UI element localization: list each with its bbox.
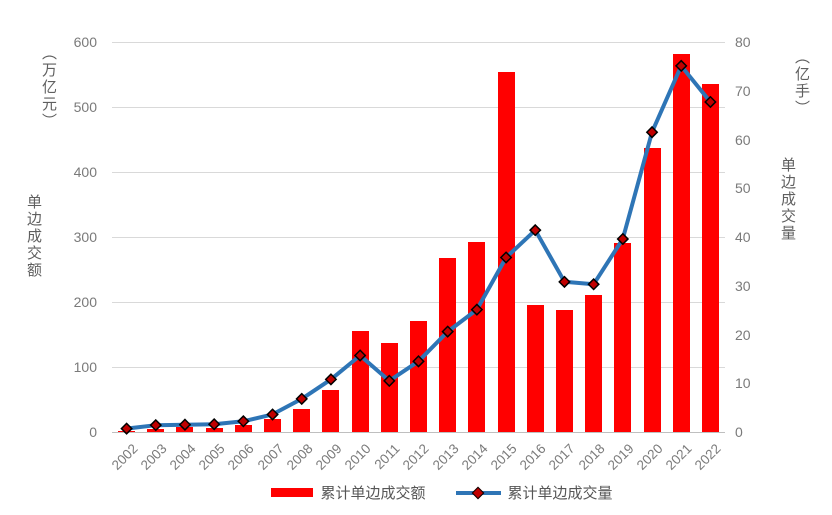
legend: 累计单边成交额 累计单边成交量 xyxy=(26,482,832,503)
volume-line-series xyxy=(120,59,717,435)
gridline xyxy=(112,236,725,238)
legend-item-volume: 累计单边成交量 xyxy=(455,482,613,503)
x-label-text: 2013 xyxy=(429,441,462,473)
x-label-text: 2012 xyxy=(400,441,433,473)
x-label-text: 2021 xyxy=(662,441,695,473)
gridline xyxy=(112,106,725,108)
bar-2007 xyxy=(264,418,282,432)
left-tick-600: 600 xyxy=(73,34,97,50)
volume-line xyxy=(124,63,713,431)
x-label-text: 2009 xyxy=(312,441,345,473)
legend-turnover-label: 累计单边成交额 xyxy=(320,485,426,502)
x-label-text: 2017 xyxy=(546,441,579,473)
left-tick-100: 100 xyxy=(73,359,97,375)
marker-2018 xyxy=(587,278,600,291)
right-tick-80: 80 xyxy=(735,34,751,50)
marker-2010 xyxy=(353,349,367,362)
marker-2015 xyxy=(499,251,513,264)
diamond-marker-icon xyxy=(471,486,485,499)
legend-volume-label: 累计单边成交量 xyxy=(507,485,613,502)
bar-2016 xyxy=(526,304,544,432)
marker-2004 xyxy=(178,418,192,431)
left-tick-300: 300 xyxy=(73,229,97,245)
x-label-text: 2008 xyxy=(283,441,316,473)
bar-2008 xyxy=(293,408,311,432)
left-tick-400: 400 xyxy=(73,164,97,180)
marker-2022 xyxy=(704,95,717,109)
marker-2021 xyxy=(674,59,688,73)
bar-2020 xyxy=(643,147,661,432)
x-label-text: 2011 xyxy=(371,441,403,473)
right-axis-unit: （亿手） xyxy=(793,49,810,117)
x-label-text: 2016 xyxy=(517,441,549,473)
marker-2012 xyxy=(412,355,425,368)
bar-2013 xyxy=(439,258,457,432)
x-label-text: 2010 xyxy=(341,441,374,473)
left-tick-500: 500 xyxy=(73,99,97,115)
left-axis-unit: （万亿元） xyxy=(40,45,57,130)
marker-2016 xyxy=(529,223,542,237)
left-tick-200: 200 xyxy=(73,294,97,310)
right-tick-30: 30 xyxy=(735,277,751,294)
marker-2002 xyxy=(120,422,133,435)
bar-swatch-icon xyxy=(271,488,314,497)
right-tick-50: 50 xyxy=(735,180,751,197)
x-label-text: 2022 xyxy=(692,441,724,473)
bar-2011 xyxy=(380,342,398,432)
right-tick-40: 40 xyxy=(735,229,751,245)
x-label-text: 2004 xyxy=(166,441,199,473)
x-label-text: 2020 xyxy=(633,441,666,473)
line-diamond-swatch-icon xyxy=(455,486,501,499)
x-label-text: 2015 xyxy=(487,441,520,473)
x-label-text: 2018 xyxy=(575,441,608,473)
marker-2007 xyxy=(266,408,279,421)
marker-2017 xyxy=(558,275,571,289)
bar-2009 xyxy=(322,389,340,432)
bar-2018 xyxy=(585,294,603,432)
marker-2003 xyxy=(149,418,163,432)
left-tick-0: 0 xyxy=(89,424,97,440)
marker-2005 xyxy=(207,417,221,431)
gridline xyxy=(112,41,725,43)
marker-2019 xyxy=(616,232,630,246)
bar-2014 xyxy=(468,242,486,432)
marker-2006 xyxy=(237,415,250,428)
left-axis-title: 单边成交额 xyxy=(25,194,42,279)
right-tick-0: 0 xyxy=(735,424,743,440)
marker-2020 xyxy=(645,125,659,139)
gridline xyxy=(112,301,725,303)
right-tick-20: 20 xyxy=(735,326,751,343)
marker-2009 xyxy=(324,373,338,386)
x-label-text: 2014 xyxy=(458,441,491,473)
legend-item-turnover: 累计单边成交额 xyxy=(271,482,426,503)
right-tick-60: 60 xyxy=(735,131,751,148)
x-label-text: 2006 xyxy=(225,441,257,473)
bar-2019 xyxy=(614,243,632,432)
bar-2021 xyxy=(672,54,690,432)
marker-2011 xyxy=(383,374,396,388)
gridline xyxy=(112,171,725,173)
x-label-text: 2002 xyxy=(108,441,141,473)
marker-2014 xyxy=(470,303,484,316)
plot-area xyxy=(112,41,725,435)
x-axis-line xyxy=(112,431,725,433)
marker-2013 xyxy=(441,325,454,338)
x-label-text: 2019 xyxy=(604,441,637,473)
marker-2008 xyxy=(295,392,308,406)
bar-2017 xyxy=(555,309,573,432)
right-tick-70: 70 xyxy=(735,82,751,99)
bar-2006 xyxy=(234,425,252,432)
right-tick-10: 10 xyxy=(735,375,751,392)
x-label-text: 2007 xyxy=(254,441,287,473)
bar-2012 xyxy=(410,320,427,432)
x-label-text: 2003 xyxy=(137,441,170,473)
x-label-text: 2005 xyxy=(195,441,228,473)
bar-2022 xyxy=(701,84,719,432)
right-axis-title: 单边成交量 xyxy=(779,157,796,242)
